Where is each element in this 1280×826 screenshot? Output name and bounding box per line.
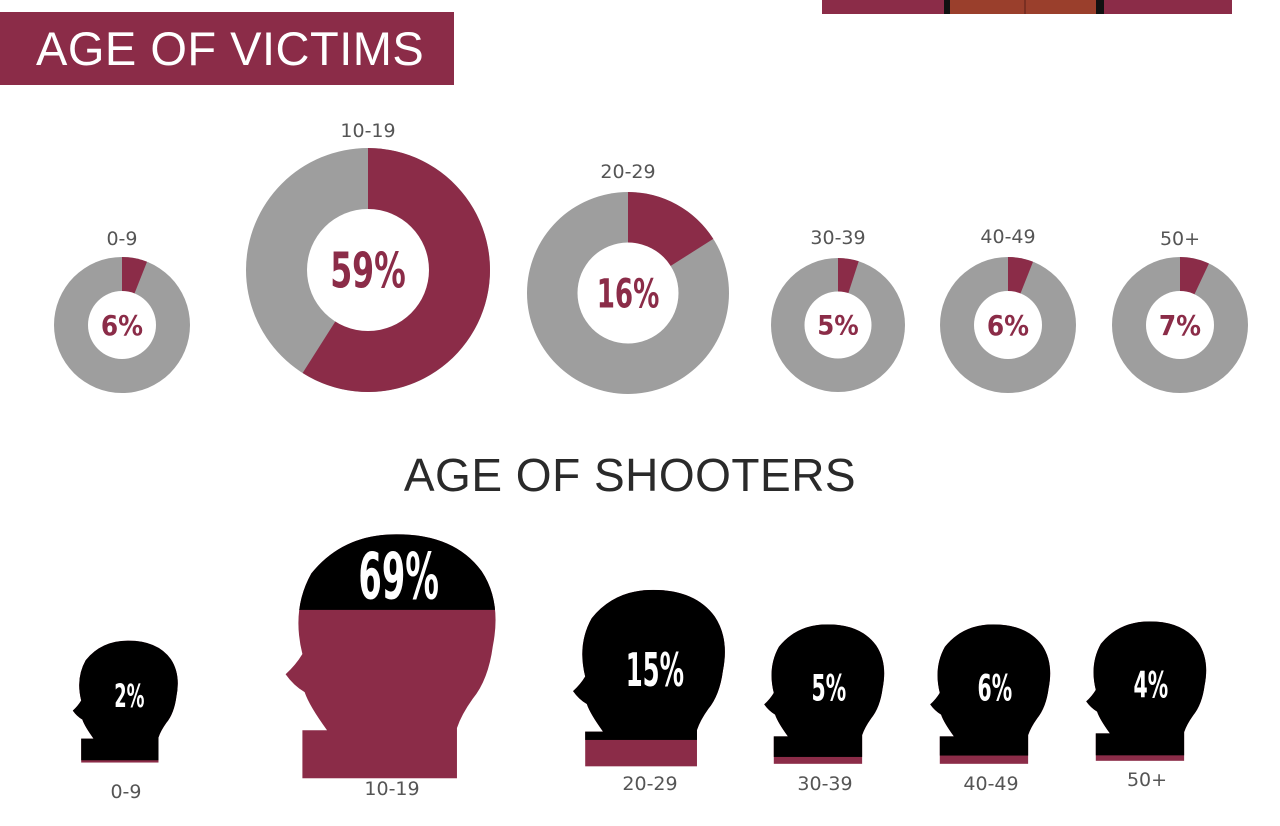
donut-hole-20-29 xyxy=(577,242,679,344)
donut-hole-0-9 xyxy=(88,291,156,359)
victims-donut-chart: 6% 0-9 59% 10-19 16% 20-29 5% 30-39 6% 40-49 7% 50+ xyxy=(54,120,1248,394)
shooter-head-20-29: 15% 20-29 xyxy=(573,589,725,795)
head-value-label-10-19: 69% xyxy=(358,540,439,615)
donut-value-label-30-39: 5% xyxy=(817,311,859,342)
donut-hole-30-39 xyxy=(804,291,872,359)
victim-donut-50+: 7% 50+ xyxy=(1112,228,1248,393)
head-category-label-40-49: 40-49 xyxy=(963,773,1018,795)
head-value-label-30-39: 5% xyxy=(812,667,847,710)
head-category-label-10-19: 10-19 xyxy=(364,778,419,800)
head-category-label-0-9: 0-9 xyxy=(110,781,141,803)
donut-value-label-10-19: 59% xyxy=(330,243,406,300)
donut-category-label-50+: 50+ xyxy=(1160,228,1200,250)
victim-donut-30-39: 5% 30-39 xyxy=(771,227,905,392)
donut-category-label-0-9: 0-9 xyxy=(106,228,137,250)
shooter-head-40-49: 6% 40-49 xyxy=(930,624,1051,795)
donut-value-label-40-49: 6% xyxy=(987,311,1029,342)
head-value-label-20-29: 15% xyxy=(626,643,684,697)
donut-hole-50+ xyxy=(1146,291,1214,359)
shooter-head-30-39: 5% 30-39 xyxy=(764,624,885,795)
head-value-label-40-49: 6% xyxy=(978,667,1013,710)
head-category-label-20-29: 20-29 xyxy=(622,773,677,795)
victim-donut-40-49: 6% 40-49 xyxy=(940,226,1076,393)
head-category-label-30-39: 30-39 xyxy=(797,773,852,795)
shooter-head-50+: 4% 50+ xyxy=(1086,621,1207,791)
donut-category-label-20-29: 20-29 xyxy=(600,161,655,183)
donut-value-label-0-9: 6% xyxy=(101,311,143,342)
donut-category-label-30-39: 30-39 xyxy=(810,227,865,249)
head-value-label-50+: 4% xyxy=(1134,664,1169,707)
donut-value-label-20-29: 16% xyxy=(597,270,660,318)
donut-hole-40-49 xyxy=(974,291,1042,359)
donut-category-label-40-49: 40-49 xyxy=(980,226,1035,248)
donut-category-label-10-19: 10-19 xyxy=(340,120,395,142)
victim-donut-0-9: 6% 0-9 xyxy=(54,228,190,393)
donut-value-label-50+: 7% xyxy=(1159,311,1201,342)
donut-hole-10-19 xyxy=(307,209,429,331)
shooters-title: AGE OF SHOOTERS xyxy=(403,449,857,501)
shooter-head-10-19: 69% 10-19 xyxy=(285,534,496,800)
top-decorative-bar xyxy=(822,0,1232,14)
victim-donut-20-29: 16% 20-29 xyxy=(527,161,729,394)
shooter-head-0-9: 2% 0-9 xyxy=(72,640,178,803)
head-category-label-50+: 50+ xyxy=(1127,769,1167,791)
shooters-head-chart: 2% 0-9 69% 10-19 15% 20-29 5% 30-39 6% 40-49 4% 50+ xyxy=(72,534,1207,803)
head-value-label-0-9: 2% xyxy=(114,677,144,715)
victims-title-banner: AGE OF VICTIMS xyxy=(0,12,454,85)
victim-donut-10-19: 59% 10-19 xyxy=(246,120,490,392)
head-dark-20-29 xyxy=(573,589,725,740)
